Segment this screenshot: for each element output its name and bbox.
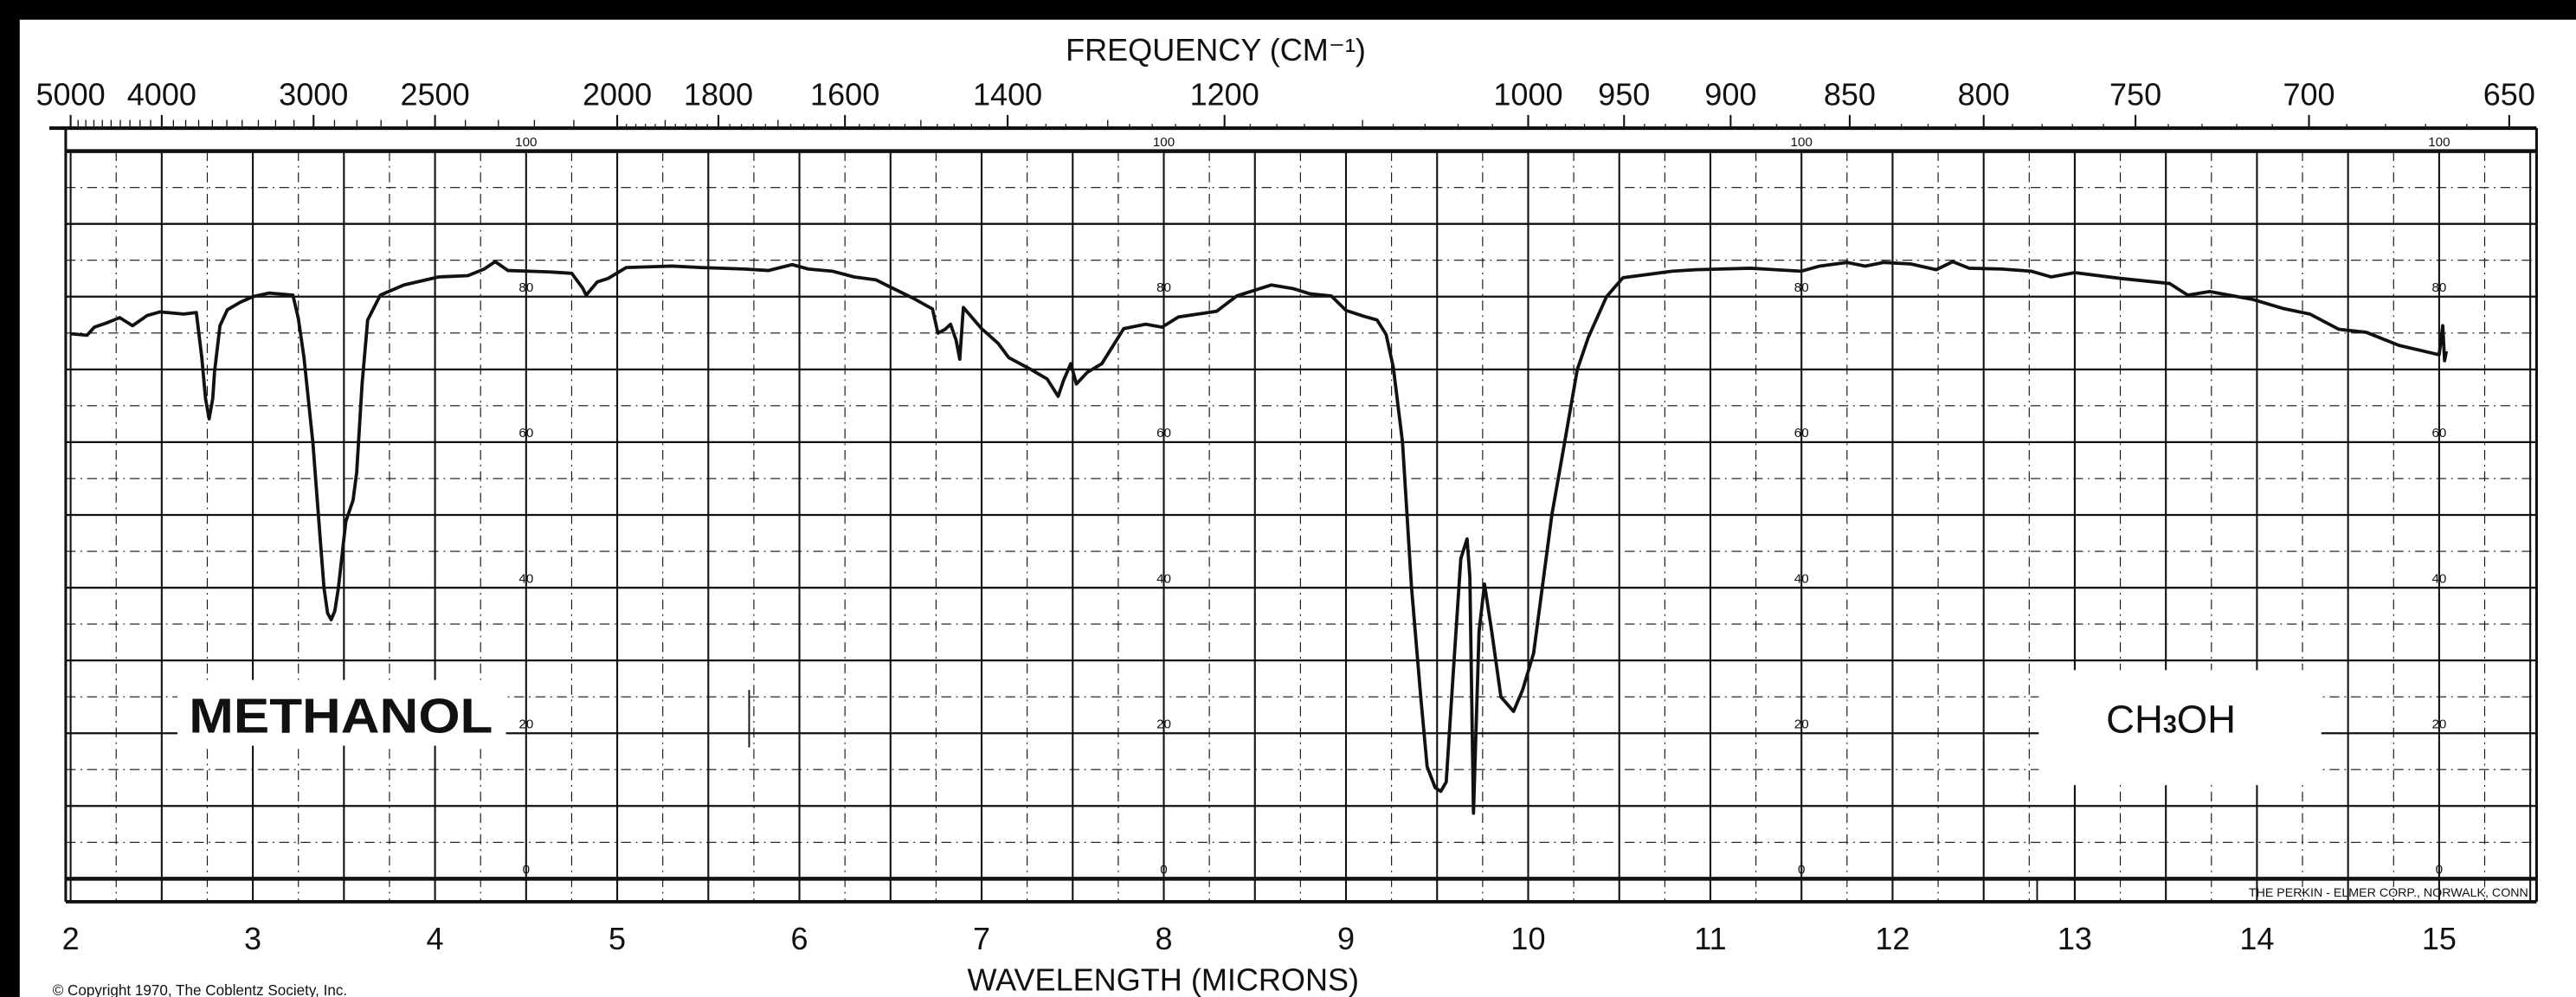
frequency-tick-label: 750 (2109, 76, 2161, 112)
wavelength-tick-label: 7 (973, 921, 990, 956)
wavelength-tick-label: 11 (1694, 921, 1726, 956)
wavelength-tick-label: 8 (1155, 921, 1172, 956)
transmittance-tick-label: 20 (518, 717, 533, 732)
transmittance-tick-label: 40 (518, 571, 533, 586)
frequency-tick-label: 4000 (127, 76, 196, 112)
transmittance-tick-label: 80 (518, 280, 533, 295)
frequency-tick-label: 1400 (973, 76, 1042, 112)
formula-part: CH (2106, 697, 2163, 741)
frequency-axis: 5000 4000 3000 2500 2000 1800 1600 1400 1200 1000… (36, 76, 2535, 129)
transmittance-tick-label: 60 (518, 426, 533, 441)
wavelength-tick-label: 6 (791, 921, 808, 956)
wavelength-axis: 2 3 4 5 6 7 8 9 10 11 12 13 14 15 (62, 921, 2457, 956)
transmittance-tick-label: 20 (1794, 717, 1809, 732)
scan-border-top (0, 0, 2576, 20)
transmittance-tick-label: 80 (1794, 280, 1809, 295)
manufacturer-note: THE PERKIN - ELMER CORP., NORWALK, CONN. (2249, 886, 2532, 900)
wavelength-tick-label: 5 (609, 921, 626, 956)
wavelength-tick-label: 14 (2239, 921, 2274, 956)
wavelength-tick-label: 10 (1510, 921, 1545, 956)
wavelength-tick-label: 4 (427, 921, 444, 956)
frequency-tick-label: 3000 (279, 76, 348, 112)
frequency-tick-label: 1000 (1493, 76, 1562, 112)
transmittance-tick-label: 40 (1156, 571, 1171, 586)
transmittance-tick-label: 60 (1794, 426, 1809, 441)
transmittance-tick-label: 20 (1156, 717, 1171, 732)
wavelength-tick-label: 9 (1337, 921, 1355, 956)
spectrum-line (70, 260, 2449, 815)
frequency-tick-label: 1200 (1190, 76, 1259, 112)
formula-part: OH (2177, 697, 2236, 741)
frequency-tick-label: 2500 (400, 76, 469, 112)
frequency-tick-label: 5000 (36, 76, 106, 112)
transmittance-tick-label: 60 (1156, 426, 1171, 441)
frequency-tick-label: 700 (2283, 76, 2334, 112)
frequency-tick-label: 1800 (684, 76, 753, 112)
wavelength-tick-label: 12 (1875, 921, 1909, 956)
frequency-tick-label: 900 (1704, 76, 1756, 112)
frequency-axis-title: FREQUENCY (CM⁻¹) (1066, 32, 1366, 68)
transmittance-tick-label: 0 (1160, 863, 1167, 878)
transmittance-tick-label: 40 (2431, 571, 2446, 586)
scan-border-left (0, 0, 20, 997)
sample-name-box (177, 679, 506, 746)
transmittance-tick-label: 40 (1794, 571, 1809, 586)
transmittance-labels: 100 80 60 40 20 0 100 80 60 40 20 0 100 80 60 40 20 0 100 8… (515, 135, 2450, 878)
formula-subscript: 3 (2163, 711, 2177, 738)
frequency-tick-label: 2000 (583, 76, 652, 112)
sample-name: METHANOL (189, 688, 493, 743)
frequency-tick-label: 950 (1598, 76, 1650, 112)
chemical-formula: CH3OH (2106, 697, 2236, 741)
transmittance-tick-label: 100 (515, 135, 537, 150)
wavelength-tick-label: 13 (2058, 921, 2092, 956)
transmittance-tick-label: 100 (1791, 135, 1813, 150)
transmittance-tick-label: 20 (2431, 717, 2446, 732)
transmittance-tick-label: 80 (1156, 280, 1171, 295)
copyright-note: © Copyright 1970, The Coblentz Society, … (53, 982, 347, 997)
transmittance-tick-label: 0 (2436, 863, 2443, 878)
transmittance-tick-label: 0 (1798, 863, 1805, 878)
grid (48, 125, 2538, 904)
formula-box (2038, 670, 2322, 786)
wavelength-axis-title: WAVELENGTH (MICRONS) (967, 962, 1359, 997)
frequency-tick-label: 1600 (810, 76, 879, 112)
transmittance-tick-label: 100 (1153, 135, 1175, 150)
frequency-tick-label: 850 (1824, 76, 1876, 112)
transmittance-tick-label: 100 (2428, 135, 2450, 150)
wavelength-tick-label: 15 (2422, 921, 2457, 956)
frequency-tick-label: 800 (1958, 76, 2010, 112)
frequency-tick-label: 650 (2483, 76, 2535, 112)
spectrum-series (70, 260, 2449, 815)
wavelength-tick-label: 3 (244, 921, 261, 956)
transmittance-tick-label: 60 (2431, 426, 2446, 441)
transmittance-tick-label: 80 (2431, 280, 2446, 295)
wavelength-tick-label: 2 (62, 921, 80, 956)
transmittance-tick-label: 0 (523, 863, 530, 878)
